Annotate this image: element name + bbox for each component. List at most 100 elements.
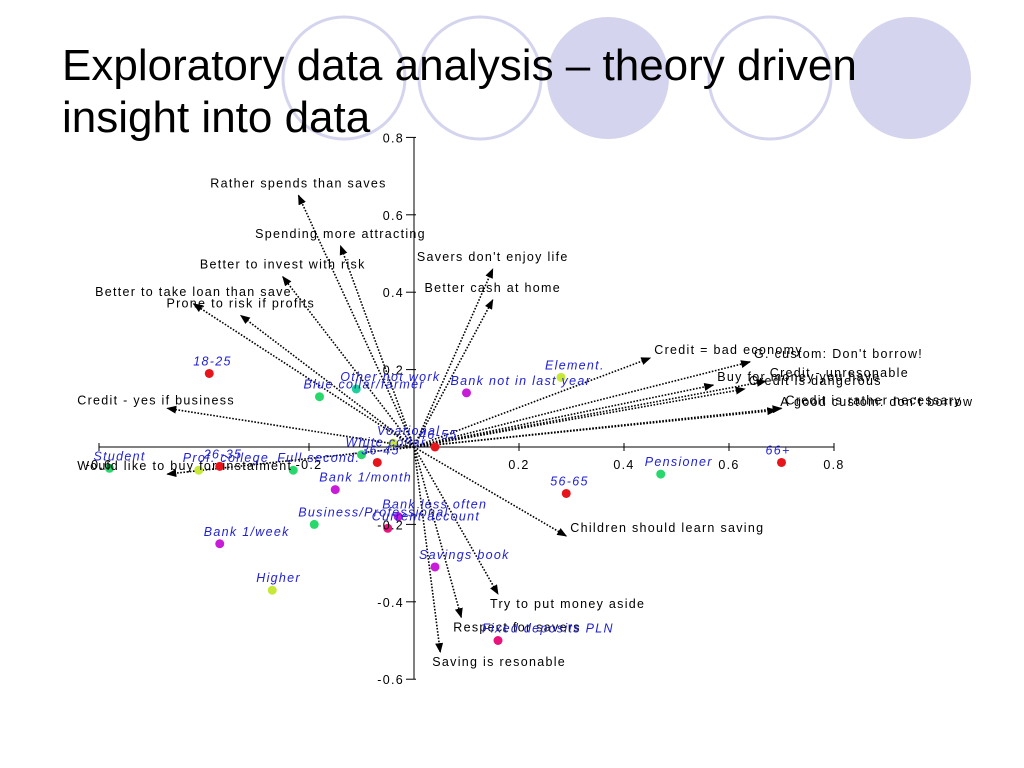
category-point <box>462 388 471 398</box>
deco-circle <box>849 17 971 139</box>
category-label: Element. <box>545 358 605 372</box>
deco-circle <box>547 17 669 139</box>
category-point <box>556 372 566 382</box>
y-tick-label: -0.2 <box>377 518 404 532</box>
vector-arrow <box>413 360 751 448</box>
x-tick-label: -0.6 <box>86 458 113 472</box>
category-label: Business/Professional <box>298 505 448 519</box>
deco-circle <box>707 15 833 141</box>
category-points <box>105 368 786 645</box>
category-point <box>351 384 361 394</box>
category-label: Fixed deposits PLN <box>482 622 614 636</box>
vector-label: A good custom: don't borrow <box>780 395 973 409</box>
category-point <box>267 585 277 595</box>
category-label: Savings book <box>419 548 510 562</box>
vector-arrow <box>297 194 415 448</box>
vector-arrow <box>166 405 415 448</box>
vector-arrow <box>282 275 415 448</box>
axes <box>98 136 835 680</box>
category-label: Prof. college <box>183 451 269 465</box>
deco-circle <box>417 15 543 141</box>
vector-label: Credit - yes if business <box>77 393 235 407</box>
vector-arrow <box>413 268 494 448</box>
vector-arrow <box>192 303 415 448</box>
category-label: Other not work <box>340 370 440 384</box>
category-point <box>215 461 225 471</box>
category-point <box>372 457 382 467</box>
category-point <box>315 392 324 402</box>
vector-arrow <box>413 299 494 448</box>
vector-label: Credit is rather necessary <box>786 393 962 407</box>
category-point <box>215 539 225 549</box>
y-tick-label: -0.6 <box>377 673 404 687</box>
category-label: Higher <box>256 571 301 585</box>
category-point <box>204 368 214 378</box>
category-point <box>777 457 786 467</box>
deco-circle <box>281 15 407 141</box>
variable-vectors <box>166 194 783 654</box>
category-label: White collar <box>346 436 427 450</box>
x-tick-label: 0.8 <box>823 458 844 472</box>
vector-arrow <box>413 357 652 448</box>
category-label: 66+ <box>766 443 791 457</box>
category-label: 36-45 <box>361 443 399 457</box>
vector-label: Would like to buy for instalment <box>77 459 292 473</box>
vector-arrow <box>413 446 568 537</box>
category-point <box>288 465 298 475</box>
vector-label: Try to put money aside <box>490 597 645 611</box>
vector-label: Prone to risk if profits <box>166 296 315 310</box>
vector-arrow <box>413 446 499 595</box>
category-label: Bank 1/week <box>204 525 290 539</box>
category-point <box>357 450 366 460</box>
vector-label: Children should learn saving <box>570 521 764 535</box>
category-point <box>330 485 340 495</box>
vector-label: Credit = bad economy <box>654 343 803 357</box>
category-label: Pensioner <box>645 455 713 469</box>
category-point <box>383 523 393 533</box>
chart-labels: -0.6 -0.2 0.2 0.4 0.6 0.8 0.8 0.6 0.4 0.2 -0.2 -0.4… <box>77 131 973 687</box>
category-point <box>393 512 403 522</box>
category-label: Bank 1/month <box>319 471 412 485</box>
x-tick-label: 0.6 <box>718 458 739 472</box>
vector-label: Buy for money you have <box>717 370 880 384</box>
category-label: Current account <box>372 509 480 523</box>
y-tick-label: 0.4 <box>383 286 404 300</box>
category-label: Blue collar/farmer <box>304 378 425 392</box>
vector-label: Better to take loan than save <box>95 285 292 299</box>
vector-arrow <box>413 382 715 448</box>
category-point <box>309 519 319 529</box>
x-tick-label: -0.2 <box>296 458 323 472</box>
category-point <box>656 469 666 479</box>
y-tick-label: -0.4 <box>377 596 404 610</box>
category-label: 46-55 <box>419 428 457 442</box>
category-point <box>194 465 204 475</box>
y-tick-label: 0.8 <box>383 131 404 145</box>
category-label: Full second. <box>277 451 360 465</box>
category-label: Bank not in last year <box>451 374 592 388</box>
vector-label: Credit is dangerous <box>749 374 882 388</box>
vector-arrow <box>239 314 415 448</box>
vector-arrow <box>413 446 463 619</box>
category-label: Student <box>94 449 146 463</box>
x-tick-label: 0.4 <box>613 458 634 472</box>
vector-arrow <box>339 244 415 448</box>
vector-label: Saving is resonable <box>432 655 566 669</box>
vector-arrow <box>413 386 746 448</box>
category-label: Bank less often <box>382 498 487 512</box>
vector-label: Spending more attracting <box>255 227 426 241</box>
vector-label: Savers don't enjoy life <box>417 250 569 264</box>
category-point <box>105 463 114 473</box>
vector-label: Better to invest with risk <box>200 258 366 272</box>
category-label: 26-35 <box>203 447 242 461</box>
vector-label: Respect for savers <box>453 620 581 634</box>
category-label: Voational <box>377 424 440 438</box>
category-point <box>430 442 440 452</box>
vector-label: Credit - unresonable <box>770 366 909 380</box>
category-point <box>388 438 398 448</box>
y-tick-label: 0.2 <box>383 364 404 378</box>
vector-arrow <box>413 446 444 654</box>
category-point <box>430 562 440 572</box>
vector-arrow <box>413 378 767 448</box>
